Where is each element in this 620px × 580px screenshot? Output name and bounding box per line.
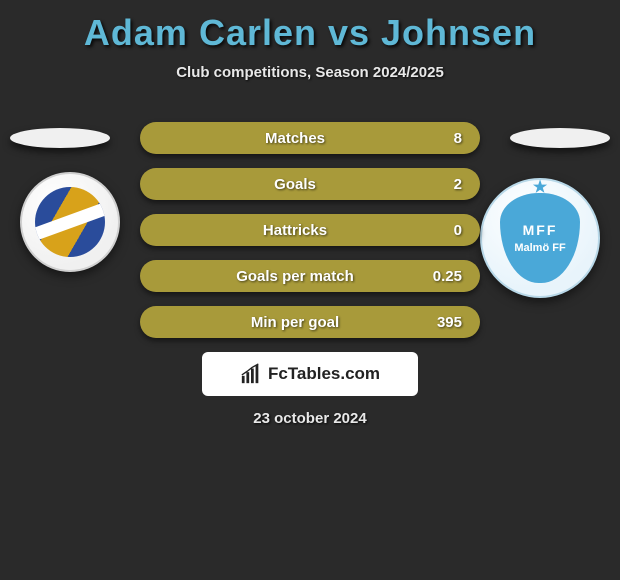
- right-club-name: Malmö FF: [514, 242, 565, 254]
- chart-icon: [240, 363, 262, 385]
- left-club-crest: [20, 172, 120, 272]
- stat-label: Min per goal: [158, 314, 432, 331]
- stat-value: 8: [432, 130, 462, 147]
- stat-value: 395: [432, 314, 462, 331]
- right-player-avatar: [510, 128, 610, 148]
- stat-row-goals-per-match: Goals per match 0.25: [140, 260, 480, 292]
- right-club-abbrev: MFF: [523, 222, 558, 238]
- stat-row-min-per-goal: Min per goal 395: [140, 306, 480, 338]
- right-club-crest: ★ MFF Malmö FF: [480, 178, 600, 298]
- brand-badge: FcTables.com: [202, 352, 418, 396]
- page-title: Adam Carlen vs Johnsen: [0, 0, 620, 54]
- left-player-avatar: [10, 128, 110, 148]
- stat-value: 0.25: [432, 268, 462, 285]
- subtitle: Club competitions, Season 2024/2025: [0, 64, 620, 81]
- stat-row-hattricks: Hattricks 0: [140, 214, 480, 246]
- star-icon: ★: [533, 177, 547, 197]
- stat-value: 2: [432, 176, 462, 193]
- stat-label: Goals per match: [158, 268, 432, 285]
- stat-label: Matches: [158, 130, 432, 147]
- stat-row-matches: Matches 8: [140, 122, 480, 154]
- date-label: 23 october 2024: [0, 410, 620, 427]
- stat-row-goals: Goals 2: [140, 168, 480, 200]
- stat-label: Hattricks: [158, 222, 432, 239]
- stats-container: Matches 8 Goals 2 Hattricks 0 Goals per …: [140, 122, 480, 352]
- stat-label: Goals: [158, 176, 432, 193]
- stat-value: 0: [432, 222, 462, 239]
- brand-text: FcTables.com: [268, 364, 380, 384]
